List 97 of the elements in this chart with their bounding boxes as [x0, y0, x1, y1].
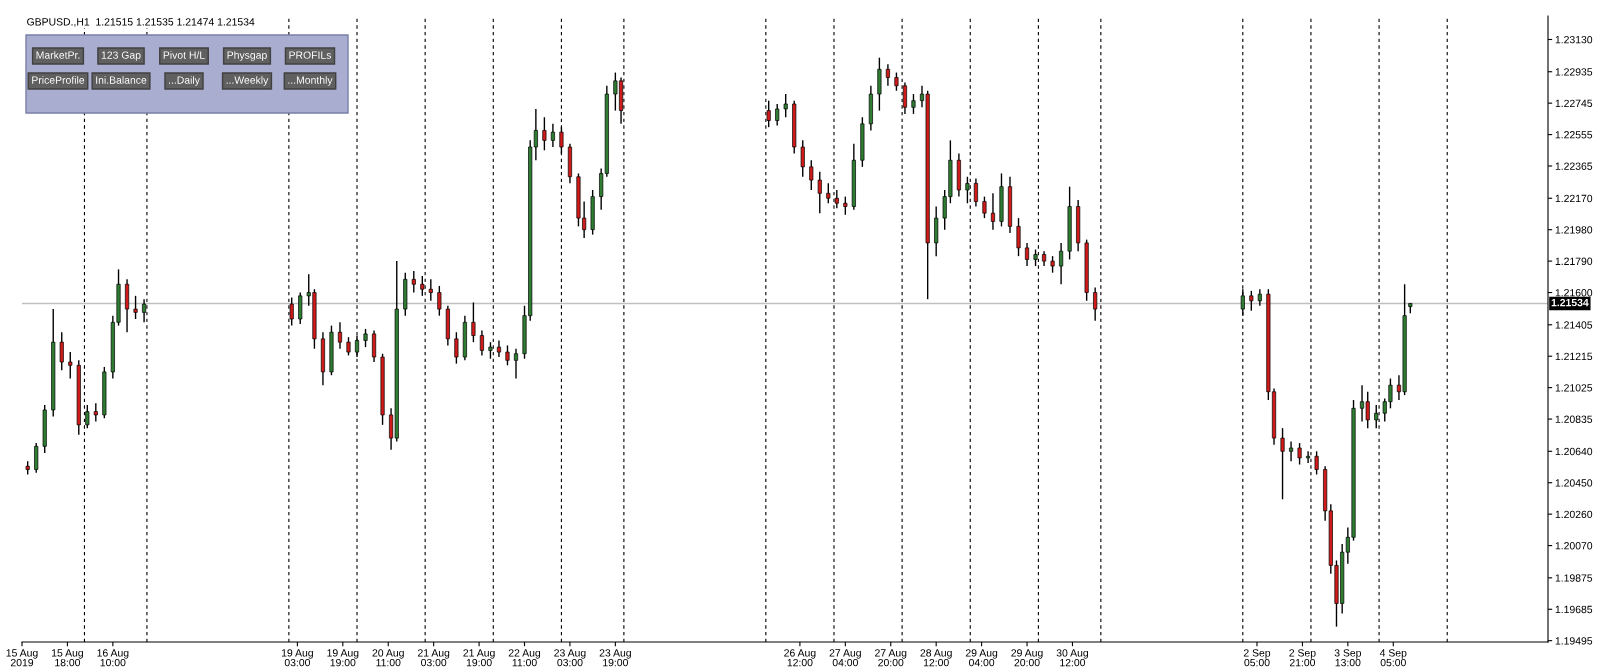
candlestick	[885, 63, 890, 87]
candlestick	[817, 171, 822, 214]
x-tick-label: 4 Sep 05:00	[1379, 649, 1407, 667]
candlestick	[775, 103, 780, 127]
candlestick	[973, 177, 978, 208]
x-tick-label: 2 Sep 21:00	[1289, 649, 1316, 667]
chart-title: GBPUSD.,H1 1.21515 1.21535 1.21474 1.21534	[27, 18, 255, 27]
x-tick-label: 21 Aug 03:00	[417, 649, 450, 667]
y-tick-label: 1.22365	[1555, 162, 1593, 170]
ref-line-label: 1.21534	[1551, 298, 1589, 307]
candlestick	[1024, 242, 1030, 267]
candlestick	[133, 295, 138, 320]
candlestick	[471, 301, 476, 343]
x-tick-label: 15 Aug 2019	[6, 649, 38, 667]
y-tick-label: 1.21215	[1555, 352, 1593, 361]
x-tick-label: 29 Aug 04:00	[965, 649, 998, 667]
candlestick	[505, 344, 510, 366]
x-tick-label: 2 Sep 05:00	[1243, 649, 1271, 667]
x-tick-label: 26 Aug 12:00	[784, 649, 816, 667]
x-tick-label: 19 Aug 19:00	[327, 649, 359, 667]
y-tick-label: 1.21025	[1555, 384, 1593, 392]
y-tick-label: 1.22745	[1555, 99, 1593, 108]
x-tick-label: 23 Aug 03:00	[554, 649, 586, 667]
y-tick-label: 1.21405	[1555, 321, 1593, 329]
candlestick	[513, 348, 519, 380]
x-tick-label: 28 Aug 12:00	[920, 649, 952, 667]
candlestick	[1297, 442, 1302, 466]
y-tick-label: 1.20260	[1555, 510, 1593, 519]
candlestick	[298, 291, 303, 325]
annotation: ...Weekly	[226, 76, 269, 86]
candlestick	[1280, 427, 1285, 500]
y-tick-label: 1.21980	[1555, 226, 1593, 234]
y-tick-label: 1.20070	[1555, 542, 1593, 550]
annotation: ...Monthly	[288, 76, 333, 86]
annotation: MarketPr.	[36, 51, 80, 59]
x-tick-label: 23 Aug 19:00	[599, 649, 631, 667]
y-tick-label: 1.20450	[1555, 479, 1593, 487]
candlestick	[990, 192, 996, 231]
x-tick-label: 3 Sep 13:00	[1334, 649, 1362, 667]
candlestick	[1059, 242, 1064, 285]
candlestick	[479, 329, 484, 357]
x-tick-label: 21 Aug 19:00	[463, 649, 495, 667]
candlestick	[93, 402, 98, 423]
y-tick-label: 1.20640	[1555, 447, 1593, 456]
x-tick-label: 27 Aug 04:00	[829, 649, 861, 667]
y-tick-label: 1.22935	[1555, 68, 1593, 76]
candlestick	[1289, 440, 1294, 462]
candlestick	[911, 93, 916, 115]
y-tick-label: 1.20835	[1555, 415, 1593, 423]
annotation: PROFILs	[289, 51, 332, 59]
y-tick-label: 1.21790	[1555, 257, 1593, 265]
x-tick-label: 15 Aug 18:00	[52, 649, 83, 667]
y-tick-label: 1.19685	[1555, 605, 1593, 614]
candlestick	[34, 442, 39, 474]
candlestick	[1016, 217, 1021, 257]
x-tick-label: 22 Aug 11:00	[508, 649, 541, 667]
y-tick-label: 1.19875	[1555, 574, 1593, 582]
candlestick	[550, 123, 555, 148]
x-tick-label: 30 Aug 12:00	[1056, 649, 1089, 667]
candlestick	[894, 71, 899, 92]
candlestick	[59, 331, 64, 371]
y-tick-label: 1.23130	[1555, 35, 1593, 44]
x-tick-label: 16 Aug 10:00	[97, 649, 129, 667]
annotation: Ini.Balance	[96, 76, 147, 84]
candlestick	[809, 159, 814, 191]
y-tick-label: 1.21600	[1555, 289, 1593, 297]
annotation: PriceProfile	[32, 76, 85, 84]
candlestick	[363, 328, 368, 348]
x-tick-label: 20 Aug 11:00	[372, 649, 404, 667]
candlestick	[843, 195, 848, 216]
candlestick	[371, 329, 377, 363]
annotation: Pivot H/L	[163, 51, 205, 59]
candlestick	[346, 336, 351, 357]
candlestick	[1240, 288, 1245, 317]
candlestick	[783, 93, 788, 118]
candlestick	[454, 331, 459, 365]
candlestick	[1314, 450, 1319, 476]
annotation: 123 Gap	[101, 51, 141, 61]
y-tick-label: 1.19495	[1555, 637, 1593, 645]
y-tick-label: 1.22555	[1555, 131, 1593, 139]
candlestick	[437, 285, 442, 317]
candlestick	[982, 195, 987, 219]
x-tick-label: 19 Aug 03:00	[281, 649, 313, 667]
x-tick-label: 27 Aug 20:00	[875, 649, 907, 667]
candlestick	[800, 139, 805, 178]
y-tick-label: 1.22170	[1555, 194, 1593, 203]
candlestick	[428, 278, 433, 302]
annotation: ...Daily	[169, 76, 200, 86]
candlestick	[1093, 286, 1098, 322]
candlestick	[411, 270, 416, 294]
x-tick-label: 29 Aug 20:00	[1011, 649, 1043, 667]
candlestick	[68, 351, 73, 380]
annotation: Physgap	[227, 51, 267, 61]
candlestick	[1249, 290, 1254, 312]
candlestick	[542, 116, 547, 151]
candlestick	[826, 182, 831, 204]
candlestick	[337, 321, 343, 350]
